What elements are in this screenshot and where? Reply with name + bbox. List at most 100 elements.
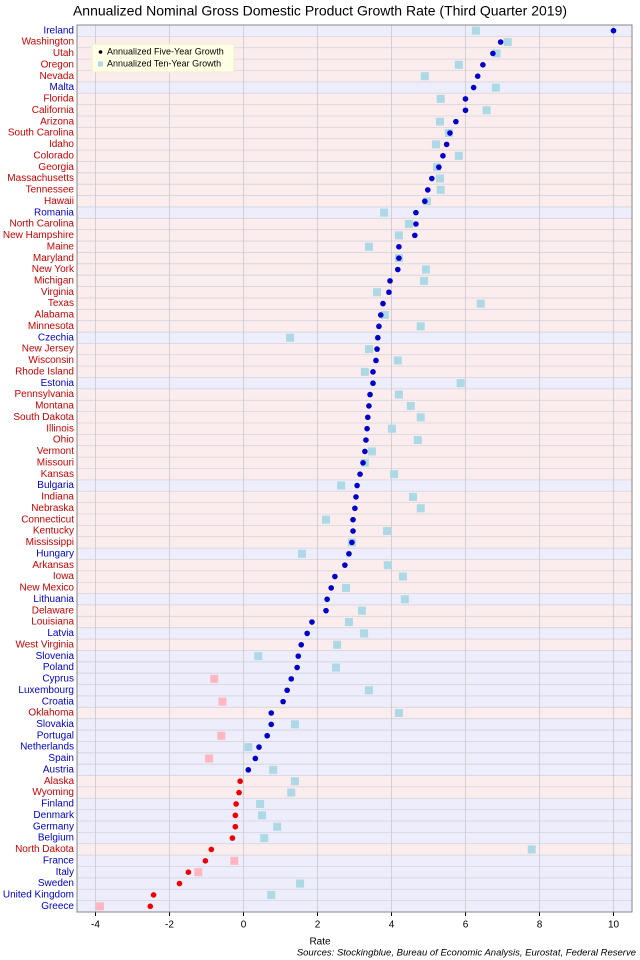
legend-label: Annualized Ten-Year Growth bbox=[107, 58, 221, 68]
y-tick-label: Arizona bbox=[40, 116, 74, 127]
ten-year-marker bbox=[296, 879, 305, 888]
y-tick-label: Mississippi bbox=[26, 537, 74, 548]
row-band bbox=[77, 900, 632, 912]
legend-marker bbox=[98, 61, 103, 67]
row-band bbox=[77, 707, 632, 719]
five-year-marker bbox=[147, 903, 154, 910]
x-tick-label: 4 bbox=[389, 920, 395, 931]
ten-year-marker bbox=[421, 265, 430, 274]
y-tick-label: United Kingdom bbox=[3, 890, 74, 901]
ten-year-marker bbox=[357, 606, 366, 615]
row-band bbox=[77, 741, 632, 753]
five-year-marker bbox=[237, 778, 243, 785]
y-tick-label: Utah bbox=[53, 48, 74, 59]
y-tick-label: Kentucky bbox=[33, 526, 74, 537]
x-tick-label: 10 bbox=[608, 920, 620, 931]
five-year-marker bbox=[252, 755, 259, 762]
row-band bbox=[77, 832, 632, 844]
y-tick-label: Tennessee bbox=[26, 185, 75, 196]
ten-year-marker bbox=[230, 856, 239, 865]
y-tick-label: Poland bbox=[43, 662, 74, 673]
ten-year-marker bbox=[404, 220, 413, 229]
row-band bbox=[77, 752, 632, 765]
five-year-marker bbox=[346, 550, 352, 557]
y-tick-label: Maine bbox=[47, 241, 75, 252]
y-tick-label: Vermont bbox=[37, 446, 74, 457]
y-tick-label: Illinois bbox=[46, 423, 74, 434]
ten-year-marker bbox=[244, 743, 253, 752]
y-tick-label: Colorado bbox=[33, 150, 74, 161]
source-note: Sources: Stockingblue, Bureau of Economi… bbox=[297, 948, 636, 959]
row-band bbox=[77, 855, 632, 867]
row-band bbox=[77, 559, 632, 571]
ten-year-marker bbox=[454, 151, 463, 160]
row-band bbox=[77, 138, 632, 151]
row-band bbox=[77, 673, 632, 685]
ten-year-marker bbox=[383, 561, 392, 570]
five-year-marker bbox=[424, 187, 431, 193]
y-tick-label: Hawaii bbox=[44, 196, 74, 207]
y-tick-label: Lithuania bbox=[33, 594, 74, 605]
five-year-marker bbox=[208, 846, 215, 853]
ten-year-marker bbox=[322, 515, 331, 524]
row-band bbox=[77, 93, 632, 105]
five-year-marker bbox=[288, 676, 295, 682]
y-tick-label: New Jersey bbox=[22, 344, 74, 355]
five-year-marker bbox=[324, 596, 330, 603]
row-band bbox=[77, 775, 632, 787]
ten-year-marker bbox=[344, 618, 353, 627]
five-year-marker bbox=[256, 744, 262, 750]
ten-year-marker bbox=[456, 379, 465, 388]
five-year-marker bbox=[268, 710, 275, 716]
five-year-marker bbox=[264, 732, 270, 739]
five-year-marker bbox=[294, 664, 300, 671]
x-tick-label: 0 bbox=[241, 920, 247, 931]
row-band bbox=[77, 184, 632, 196]
y-tick-label: Georgia bbox=[38, 162, 74, 173]
y-tick-label: South Dakota bbox=[13, 412, 74, 423]
row-band bbox=[77, 388, 632, 401]
y-tick-label: Germany bbox=[33, 821, 74, 832]
ten-year-marker bbox=[454, 60, 463, 69]
ten-year-marker bbox=[273, 822, 282, 831]
ten-year-marker bbox=[413, 436, 422, 445]
five-year-marker bbox=[353, 494, 359, 500]
ten-year-marker bbox=[400, 595, 409, 604]
five-year-marker bbox=[429, 175, 435, 182]
row-band bbox=[77, 59, 632, 71]
five-year-marker bbox=[350, 528, 356, 534]
five-year-marker bbox=[462, 107, 469, 114]
row-band bbox=[77, 25, 632, 37]
legend-marker bbox=[98, 50, 103, 54]
ten-year-marker bbox=[420, 276, 429, 285]
five-year-marker bbox=[364, 425, 370, 432]
row-band bbox=[77, 627, 632, 640]
y-tick-label: West Virginia bbox=[15, 639, 74, 650]
y-tick-label: Florida bbox=[43, 94, 74, 105]
ten-year-marker bbox=[394, 390, 403, 399]
five-year-marker bbox=[323, 607, 329, 614]
y-tick-label: Hungary bbox=[36, 548, 74, 559]
five-year-marker bbox=[413, 221, 419, 227]
y-tick-label: Spain bbox=[48, 753, 74, 764]
ten-year-marker bbox=[482, 106, 491, 115]
ten-year-marker bbox=[394, 708, 403, 717]
ten-year-marker bbox=[398, 572, 407, 581]
ten-year-marker bbox=[286, 333, 295, 342]
x-axis-label: Rate bbox=[309, 937, 331, 948]
row-band bbox=[77, 263, 632, 276]
ten-year-marker bbox=[408, 492, 417, 501]
five-year-marker bbox=[354, 482, 360, 489]
y-tick-label: Arkansas bbox=[32, 560, 74, 571]
y-tick-label: Nevada bbox=[40, 71, 75, 82]
y-tick-label: Kansas bbox=[41, 469, 74, 480]
y-tick-label: Louisiana bbox=[31, 617, 74, 628]
y-tick-label: Michigan bbox=[34, 276, 74, 287]
y-tick-label: Maryland bbox=[33, 253, 74, 264]
row-band bbox=[77, 889, 632, 901]
five-year-marker bbox=[440, 152, 446, 159]
ten-year-marker bbox=[491, 83, 500, 92]
row-band bbox=[77, 36, 632, 48]
row-band bbox=[77, 343, 632, 355]
ten-year-marker bbox=[527, 845, 536, 854]
